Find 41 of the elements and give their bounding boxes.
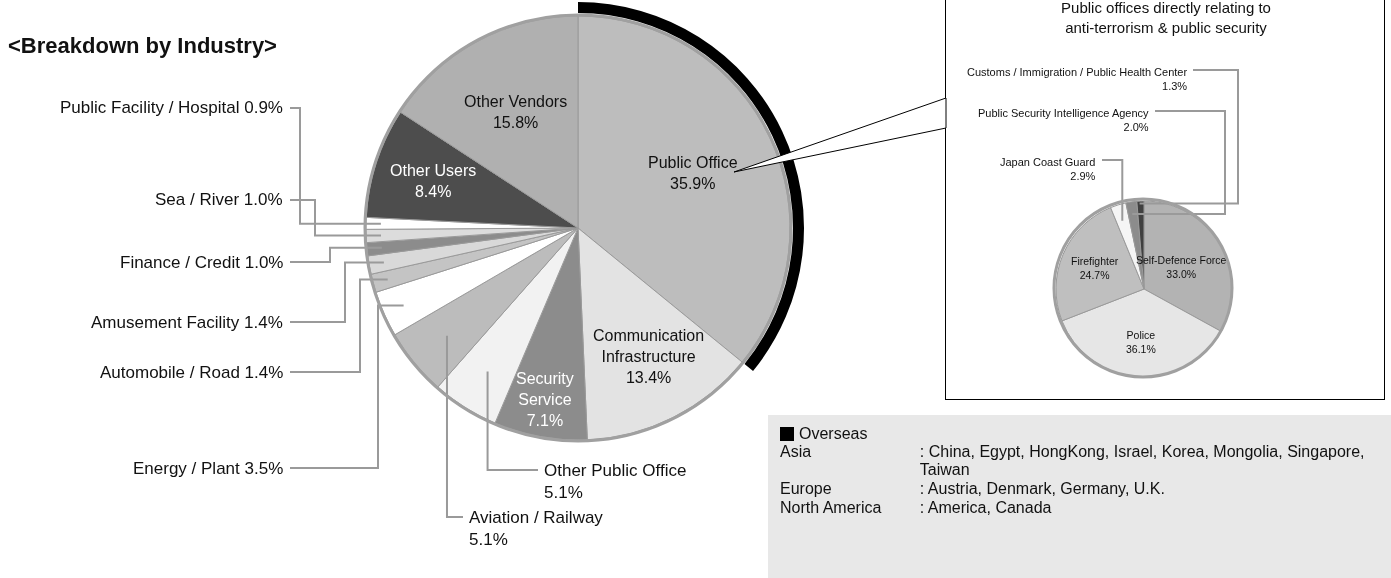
slice-label: Communication Infrastructure [593,327,705,365]
slice-label: Japan Coast Guard [1000,156,1096,168]
slice-label: Self-Defence Force [1136,254,1227,266]
text: : China, Egypt, HongKong, Israel, Korea, Mongolia, Singapore, Taiwan [919,443,1366,480]
data-label: 2.9% [1070,170,1096,183]
slice-label: Public Facility / Hospital 0.9% [60,98,283,117]
slice-label: Customs / Immigration / Public Health Center [967,66,1188,78]
data-label: 5.1% [544,483,583,503]
slice-label: Amusement Facility 1.4% [91,313,283,332]
data-label: 33.0% [1166,267,1197,280]
data-label: 35.9% [670,174,716,192]
slice-label: Firefighter [1071,255,1119,267]
data-label: 15.8% [492,113,539,131]
data-label: 5.1% [469,530,508,550]
data-label: 2.0% [1123,121,1149,134]
data-label: 36.1% [1126,342,1156,355]
data-label: 13.4% [625,368,672,386]
slice-label: Aviation / Railway [469,508,604,527]
slice-label: Automobile / Road 1.4% [100,363,284,382]
category-label: North America [780,499,883,518]
slice-label: Public Security Intelligence Agency [978,107,1150,119]
text: <Breakdown by Industry> [8,32,277,58]
slice-label: Police [1126,329,1156,341]
category-label: Asia [780,443,813,462]
category-label: Europe [780,480,833,499]
slice-label: Public Office [648,154,738,171]
slice-label: Finance / Credit 1.0% [120,253,284,272]
slice-label: Other Public Office [544,461,687,480]
slice-label: Sea / River 1.0% [155,190,283,209]
chart-title: Public offices directly relating to anti-terrorism & public security [1061,0,1271,36]
slice-label: Other Users [390,162,477,179]
data-label: 7.1% [526,411,564,429]
data-label: 24.7% [1079,268,1110,281]
data-label: 8.4% [414,182,452,200]
slice-label: Energy / Plant 3.5% [133,459,284,478]
text: : Austria, Denmark, Germany, U.K. [919,480,1166,499]
text: : America, Canada [919,499,1053,518]
text: Overseas [799,425,868,443]
data-label: 1.3% [1162,80,1188,93]
slice-label: Other Vendors [464,93,568,110]
slice-label: Security Service [516,370,574,408]
